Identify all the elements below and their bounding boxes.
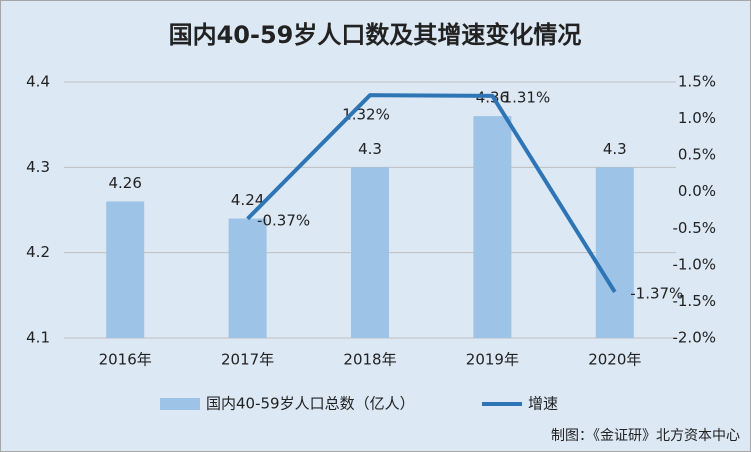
y2-tick-label: 0.0%	[678, 182, 716, 200]
y-tick-label: 4.1	[26, 329, 50, 347]
x-tick-label: 2020年	[588, 351, 641, 369]
line-value-label: 1.31%	[503, 88, 551, 106]
y2-tick-label: -1.5%	[672, 292, 716, 310]
y-tick-label: 4.4	[26, 73, 50, 91]
y2-tick-label: 1.5%	[678, 73, 716, 91]
x-tick-label: 2018年	[343, 351, 396, 369]
legend-label: 国内40-59岁人口总数（亿人）	[206, 395, 415, 413]
bar	[351, 167, 389, 338]
bar	[228, 218, 267, 338]
line	[246, 93, 617, 293]
line-value-label: -1.37%	[630, 284, 683, 302]
y2-tick-label: -0.5%	[672, 219, 716, 237]
bar-value-label: 4.26	[108, 174, 141, 192]
y-tick-label: 4.2	[26, 243, 50, 261]
y2-tick-label: -2.0%	[672, 329, 716, 347]
legend-label: 增速	[528, 395, 558, 413]
bar-value-label: 4.3	[358, 140, 382, 158]
y2-tick-label: 1.0%	[678, 109, 716, 127]
chart-title: 国内40-59岁人口数及其增速变化情况	[169, 21, 582, 49]
bar	[473, 116, 512, 338]
legend-swatch	[160, 398, 200, 410]
bar	[106, 201, 145, 338]
x-tick-label: 2016年	[99, 351, 152, 369]
y2-tick-label: 0.5%	[678, 146, 716, 164]
x-tick-label: 2017年	[221, 351, 274, 369]
x-tick-label: 2019年	[466, 351, 519, 369]
source-note: 制图：《金证研》北方资本中心	[551, 428, 740, 444]
bar-value-label: 4.3	[603, 140, 627, 158]
bar	[595, 167, 634, 338]
line-value-label: -0.37%	[257, 211, 310, 229]
y2-tick-label: -1.0%	[672, 255, 716, 273]
y-tick-label: 4.3	[26, 158, 50, 176]
bar-value-label: 4.24	[231, 191, 264, 209]
